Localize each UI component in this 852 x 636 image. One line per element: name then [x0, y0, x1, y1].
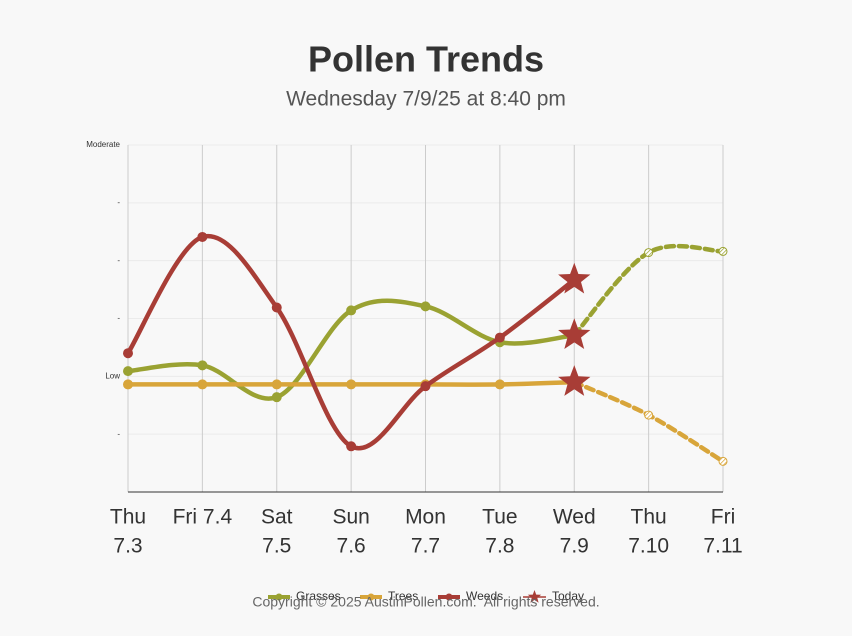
x-tick-label: Wed	[553, 506, 596, 529]
footer: Copyright © 2025 AustinPollen.com. All r…	[252, 594, 599, 610]
point	[346, 379, 357, 390]
x-tick-label: Thu	[110, 506, 146, 529]
point	[197, 231, 208, 242]
point	[271, 302, 282, 313]
point	[123, 379, 133, 390]
point	[494, 379, 505, 390]
chart-title: Pollen Trends	[308, 39, 544, 80]
legend-label: Weeds	[466, 589, 503, 603]
point	[271, 392, 282, 403]
point	[197, 379, 208, 390]
x-tick-label: Sat	[261, 506, 293, 529]
legend-label: Today	[552, 589, 584, 603]
point	[123, 348, 133, 359]
x-tick-label: 7.5	[262, 535, 291, 558]
point	[420, 381, 431, 392]
y-tick-label: Low	[105, 371, 120, 380]
legend-star	[527, 590, 542, 603]
x-tick-label: 7.11	[703, 535, 742, 558]
x-tick-label: Thu	[631, 506, 667, 529]
point	[123, 366, 133, 377]
y-tick-label: -	[117, 314, 120, 323]
legend-label: Grasses	[296, 589, 341, 603]
point	[271, 379, 282, 390]
forecast-point	[644, 248, 654, 258]
point	[494, 332, 505, 343]
x-tick-label: 7.6	[337, 535, 366, 558]
x-tick-label: Fri	[711, 506, 736, 529]
x-tick-label: 7.3	[113, 535, 142, 558]
point	[420, 301, 431, 312]
x-tick-label: Mon	[405, 506, 446, 529]
legend-swatch-dot	[275, 593, 283, 601]
y-tick-label: Moderate	[86, 140, 120, 149]
point	[346, 441, 357, 452]
x-tick-label: 7.9	[560, 535, 589, 558]
forecast-point	[718, 246, 728, 256]
y-tick-label: -	[117, 429, 120, 438]
point	[346, 305, 357, 316]
y-tick-label: -	[117, 198, 120, 207]
point	[197, 360, 208, 371]
today-star	[558, 262, 591, 294]
forecast-point	[644, 410, 654, 420]
chart-subtitle: Wednesday 7/9/25 at 8:40 pm	[286, 88, 566, 111]
legend-swatch-dot	[445, 593, 453, 601]
x-tick-label: 7.10	[628, 535, 669, 558]
today-star	[558, 318, 591, 349]
x-tick-label: Fri 7.4	[173, 506, 233, 529]
x-tick-label: Sun	[332, 506, 369, 529]
y-tick-label: -	[117, 256, 120, 265]
legend-label: Trees	[388, 589, 418, 603]
x-tick-label: 7.8	[485, 535, 514, 558]
x-tick-label: 7.7	[411, 535, 440, 558]
legend-swatch-dot	[367, 593, 375, 601]
forecast-point	[718, 456, 728, 466]
today-star	[558, 365, 591, 396]
x-tick-label: Tue	[482, 506, 517, 529]
